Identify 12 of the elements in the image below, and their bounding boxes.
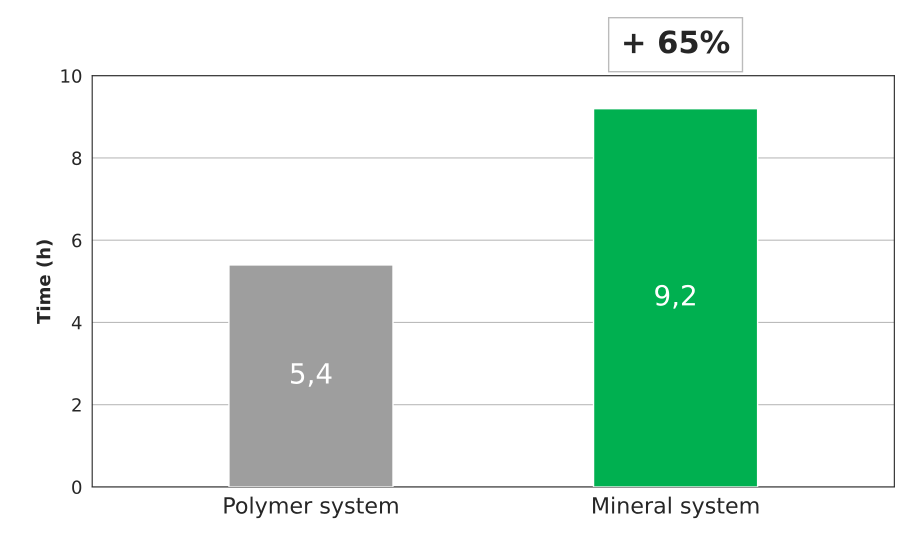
y-tick-label: 10 <box>61 69 82 83</box>
data-label: 5,4 <box>291 363 332 387</box>
y-axis-title: Time (h) <box>36 240 53 324</box>
x-tick-label: Polymer system <box>224 496 398 518</box>
y-tick-label: 6 <box>72 234 82 248</box>
y-tick-label: 4 <box>72 316 82 330</box>
x-tick-label: Mineral system <box>593 496 758 518</box>
y-tick-label: 2 <box>72 398 81 412</box>
y-tick-label: 8 <box>72 151 82 166</box>
y-tick-label: 0 <box>72 480 82 494</box>
annotation: + 65% <box>624 30 730 54</box>
data-label: 9,2 <box>655 284 695 309</box>
